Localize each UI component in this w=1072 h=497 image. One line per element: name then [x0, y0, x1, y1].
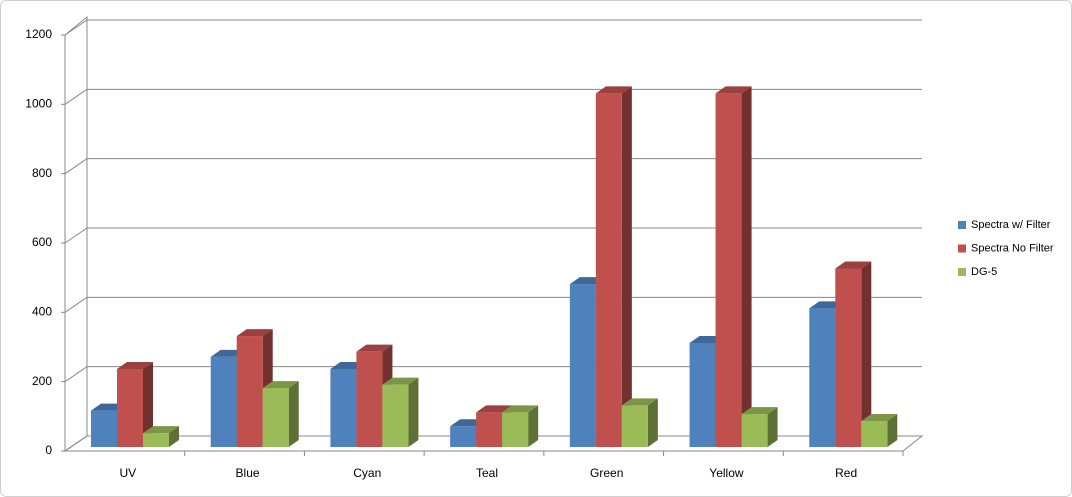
grid-line: [64, 19, 88, 36]
bar-top: [741, 407, 778, 415]
y-tick-label: 400: [32, 305, 52, 319]
grid-line: [64, 88, 88, 105]
bar-top: [356, 344, 393, 352]
bar-side: [621, 86, 632, 448]
x-tick-label: UV: [120, 466, 137, 480]
x-tick-label: Cyan: [353, 466, 381, 480]
bar: [143, 433, 169, 447]
y-tick-label: 600: [32, 235, 52, 249]
x-tick-label: Green: [590, 466, 623, 480]
bar: [450, 426, 477, 447]
bar: [715, 93, 742, 448]
legend-label: Spectra w/ Filter: [971, 219, 1051, 231]
grid-line: [64, 435, 88, 452]
bar-top: [861, 414, 898, 421]
y-tick-label: 0: [45, 443, 52, 457]
y-tick-label: 1200: [25, 27, 52, 41]
bar-top: [262, 381, 299, 389]
bar: [621, 405, 648, 447]
bar: [835, 268, 862, 447]
grid-line: [64, 366, 88, 383]
bar-top: [143, 426, 179, 434]
bar-side: [143, 362, 153, 447]
x-tick-label: Teal: [476, 466, 498, 480]
legend-swatch: [958, 221, 966, 229]
bar: [741, 414, 768, 447]
grid-line: [64, 296, 88, 313]
bar: [382, 384, 409, 447]
y-tick-label: 200: [32, 374, 52, 388]
x-tick-label: Blue: [236, 466, 260, 480]
bar: [809, 308, 836, 447]
bar-top: [117, 362, 153, 369]
bar-top: [502, 405, 539, 413]
bar: [476, 412, 503, 447]
bar: [91, 410, 117, 447]
bar-top: [476, 405, 513, 413]
bar-side: [767, 407, 778, 447]
bar: [117, 369, 143, 447]
bar: [569, 284, 596, 447]
bar-top: [715, 86, 752, 94]
bar: [356, 351, 383, 447]
y-tick-label: 1000: [25, 97, 52, 111]
bar-side: [169, 426, 179, 447]
x-tick-label: Red: [835, 466, 857, 480]
bar-side: [861, 261, 872, 447]
bar: [689, 343, 716, 447]
y-tick-label: 800: [32, 166, 52, 180]
bar-side: [288, 381, 299, 447]
bar: [330, 369, 357, 447]
bar: [262, 388, 289, 447]
bar: [595, 93, 622, 448]
grid-line: [64, 227, 88, 244]
legend: Spectra w/ Filter Spectra No Filter DG-5: [958, 219, 1054, 278]
bar-top: [236, 329, 273, 337]
bar: [210, 356, 237, 447]
bar-side: [741, 86, 752, 448]
legend-swatch: [958, 268, 966, 276]
bar-top: [621, 398, 658, 406]
x-tick-label: Yellow: [709, 466, 744, 480]
bar-side: [887, 414, 898, 447]
bar-side: [408, 377, 419, 447]
bar-side: [528, 405, 539, 447]
bar-side: [647, 398, 658, 447]
bar-top: [595, 86, 632, 94]
legend-label: Spectra No Filter: [971, 242, 1054, 254]
bar-top: [382, 377, 419, 385]
bar-top: [835, 261, 872, 269]
bar: [236, 336, 263, 447]
bar: [861, 421, 888, 447]
legend-swatch: [958, 244, 966, 253]
bar: [502, 412, 529, 447]
legend-label: DG-5: [971, 266, 997, 278]
grid-line: [64, 158, 88, 175]
